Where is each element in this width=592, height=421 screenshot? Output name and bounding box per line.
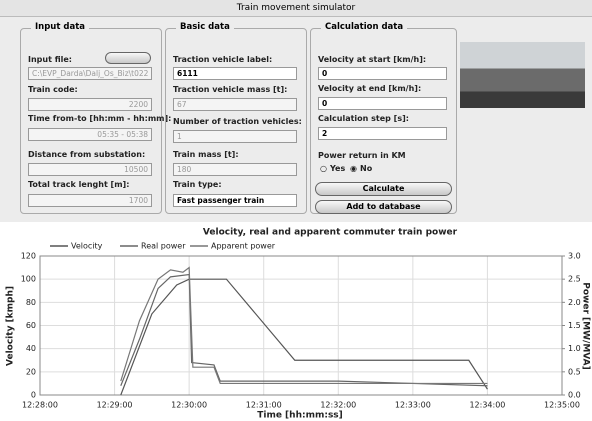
x-tick-label: 12:35:00 bbox=[544, 401, 580, 410]
text-field[interactable]: 05:35 - 05:38 bbox=[28, 128, 152, 141]
field-label[interactable]: Time from-to [hh:mm - hh:mm]: bbox=[28, 114, 172, 123]
data-line bbox=[120, 266, 488, 385]
group-title: Calculation data bbox=[321, 22, 408, 32]
text-field[interactable]: 1 bbox=[173, 130, 297, 143]
text-field[interactable]: 67 bbox=[173, 98, 297, 111]
chart: Velocity, real and apparent commuter tra… bbox=[0, 222, 592, 421]
text-field[interactable]: 180 bbox=[173, 163, 297, 176]
radio-option[interactable]: ◉ bbox=[350, 164, 357, 173]
y-tick-label: 20 bbox=[26, 367, 36, 376]
y2-tick-label: 0.5 bbox=[568, 367, 581, 376]
field-label[interactable]: Train code: bbox=[28, 85, 78, 94]
text-field[interactable]: 2200 bbox=[28, 98, 152, 111]
y-tick-label: 60 bbox=[26, 321, 36, 330]
train-photo bbox=[460, 42, 585, 108]
field-label[interactable]: Velocity at end [km/h]: bbox=[318, 84, 422, 93]
field-label[interactable]: Train mass [t]: bbox=[173, 150, 239, 159]
text-field[interactable]: 0 bbox=[318, 67, 447, 80]
radio-option-label[interactable]: No bbox=[360, 164, 373, 173]
y2-tick-label: 1.0 bbox=[568, 344, 581, 353]
x-tick-label: 12:32:00 bbox=[320, 401, 356, 410]
y2-tick-label: 3.0 bbox=[568, 252, 581, 261]
field-label[interactable]: Input file: bbox=[28, 55, 72, 64]
field-label[interactable]: Distance from substation: bbox=[28, 150, 146, 159]
group-title: Basic data bbox=[176, 22, 234, 32]
legend-label: Real power bbox=[141, 242, 186, 251]
chart-title: Velocity, real and apparent commuter tra… bbox=[203, 228, 458, 238]
action-button[interactable]: Add to database bbox=[315, 200, 452, 214]
y-tick-label: 80 bbox=[26, 298, 36, 307]
legend-label: Velocity bbox=[71, 242, 103, 251]
data-line bbox=[120, 273, 488, 387]
x-tick-label: 12:28:00 bbox=[22, 401, 58, 410]
text-field[interactable]: Fast passenger train bbox=[173, 194, 297, 207]
field-label[interactable]: Traction vehicle mass [t]: bbox=[173, 85, 288, 94]
y-tick-label: 100 bbox=[21, 275, 36, 284]
browse-button[interactable] bbox=[105, 52, 151, 64]
x-tick-label: 12:31:00 bbox=[246, 401, 282, 410]
data-line bbox=[120, 278, 488, 396]
x-tick-label: 12:29:00 bbox=[97, 401, 133, 410]
window-title: Train movement simulator bbox=[236, 3, 356, 13]
radio-option-label[interactable]: Yes bbox=[330, 164, 346, 173]
field-label[interactable]: Total track lenght [m]: bbox=[28, 180, 130, 189]
text-field[interactable]: C:\EVP_Darda\Dalj_Os_Biz\t022 bbox=[28, 67, 152, 80]
text-field[interactable]: 2 bbox=[318, 127, 447, 140]
action-button[interactable]: Calculate bbox=[315, 182, 452, 196]
group-box: Basic data bbox=[165, 22, 307, 214]
y2-tick-label: 2.0 bbox=[568, 298, 581, 307]
field-label[interactable]: Calculation step [s]: bbox=[318, 114, 409, 123]
field-label[interactable]: Velocity at start [km/h]: bbox=[318, 55, 427, 64]
text-field[interactable]: 0 bbox=[318, 97, 447, 110]
text-field[interactable]: 10500 bbox=[28, 163, 152, 176]
y2-tick-label: 0.0 bbox=[568, 391, 581, 400]
y2-tick-label: 2.5 bbox=[568, 275, 581, 284]
radio-option[interactable]: ○ bbox=[320, 164, 327, 173]
x-tick-label: 12:30:00 bbox=[171, 401, 207, 410]
y-tick-label: 0 bbox=[31, 391, 36, 400]
text-field[interactable]: 1700 bbox=[28, 194, 152, 207]
y-tick-label: 40 bbox=[26, 344, 36, 353]
text-field[interactable]: 6111 bbox=[173, 67, 297, 80]
field-label[interactable]: Train type: bbox=[173, 180, 222, 189]
plot-frame bbox=[39, 255, 563, 396]
group-box: Input data bbox=[20, 22, 162, 214]
x-tick-label: 12:33:00 bbox=[395, 401, 431, 410]
group-title: Input data bbox=[31, 22, 89, 32]
field-label[interactable]: Traction vehicle label: bbox=[173, 55, 273, 64]
x-axis-label: Time [hh:mm:ss] bbox=[257, 411, 343, 421]
legend-label: Apparent power bbox=[211, 242, 276, 251]
y2-axis-label: Power [MW/MVA] bbox=[581, 282, 591, 369]
field-label[interactable]: Number of traction vehicles: bbox=[173, 117, 302, 126]
radio-group-label[interactable]: Power return in KM bbox=[318, 151, 406, 160]
y-axis-label: Velocity [kmph] bbox=[6, 286, 16, 366]
y-tick-label: 120 bbox=[21, 252, 36, 261]
y2-tick-label: 1.5 bbox=[568, 321, 581, 330]
title-bar: Train movement simulator bbox=[0, 0, 592, 17]
x-tick-label: 12:34:00 bbox=[469, 401, 505, 410]
